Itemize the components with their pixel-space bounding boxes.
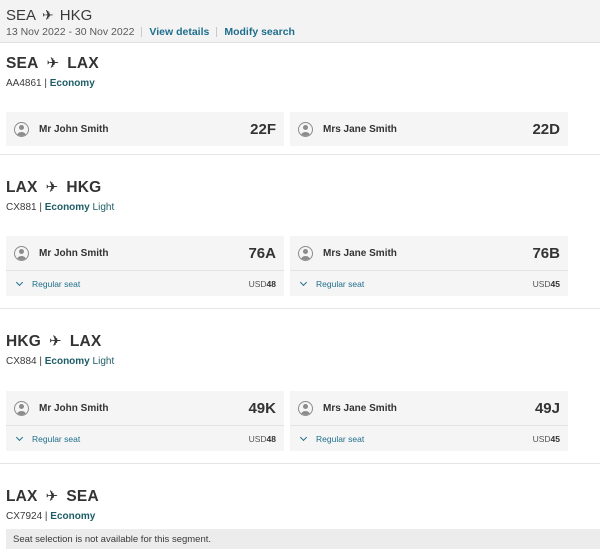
passenger-name: Mr John Smith [39,402,109,414]
seat-price: USD48 [249,434,276,444]
flight-number: CX7924 [6,511,43,522]
price-amount: 48 [266,433,276,444]
cabin-class: Economy [44,202,90,213]
flight-number: CX884 [6,356,37,367]
passenger-seat-list: Mr John Smith 76A Regular seat USD48 Mrs… [6,236,568,296]
passenger-name: Mr John Smith [39,247,109,259]
chevron-down-icon [299,433,308,441]
flight-segment: SEA ✈ LAX AA4861 | Economy [0,55,600,89]
passenger-name: Mrs Jane Smith [323,247,397,259]
segment-destination: SEA [66,488,99,505]
airplane-icon: ✈ [45,179,59,196]
passenger-seat-card[interactable]: Mrs Jane Smith 76B Regular seat USD45 [290,236,568,296]
seat-price: USD45 [533,434,560,444]
passenger-seat-card[interactable]: Mr John Smith 22F [6,112,284,146]
person-icon [14,400,29,416]
seat-unavailable-notice: Seat selection is not available for this… [6,529,600,549]
modify-search-link[interactable]: Modify search [224,26,295,38]
segment-destination: LAX [67,55,99,72]
segment-destination: HKG [66,179,102,196]
segment-origin: LAX [6,179,38,196]
segment-origin: SEA [6,55,39,72]
fare-brand: Light [92,202,115,213]
cabin-class: Economy [49,78,95,89]
trip-origin: SEA [6,7,37,24]
price-currency: USD [248,433,267,444]
airplane-icon: ✈ [46,55,60,72]
seat-type-label: Regular seat [316,278,365,289]
segment-flight-info: CX7924 | Economy [6,511,96,522]
passenger-name: Mr John Smith [39,123,109,135]
trip-summary-bar: SEA ✈ HKG 13 Nov 2022 - 30 Nov 2022 View… [0,0,600,43]
flight-number: CX881 [6,202,37,213]
segment-flight-info: CX881 | Economy Light [6,202,115,213]
chevron-down-icon [299,278,308,286]
passenger-seat-card[interactable]: Mrs Jane Smith 49J Regular seat USD45 [290,391,568,451]
fare-brand: Light [92,356,115,367]
trip-destination: HKG [59,7,93,24]
segment-origin: HKG [6,333,42,350]
price-amount: 45 [550,278,560,289]
segment-divider [0,308,600,309]
seat-number: 22F [250,120,276,138]
seat-type-toggle[interactable]: Regular seat USD45 [290,425,568,451]
divider [216,27,218,37]
seat-price: USD48 [249,279,276,289]
passenger-seat-card[interactable]: Mrs Jane Smith 22D [290,112,568,146]
flight-segment: LAX ✈ HKG CX881 | Economy Light [0,179,600,213]
seat-number: 49K [248,399,276,417]
airplane-icon: ✈ [49,333,62,350]
segment-flight-info: AA4861 | Economy [6,78,95,89]
passenger-seat-list: Mr John Smith 49K Regular seat USD48 Mrs… [6,391,568,451]
seat-number: 76A [248,244,276,262]
airplane-icon: ✈ [42,7,54,23]
passenger-seat-list: Mr John Smith 22F Mrs Jane Smith 22D [6,112,568,146]
chevron-down-icon [15,433,24,441]
trip-route: SEA ✈ HKG [6,7,594,24]
person-icon [298,400,313,416]
seat-type-label: Regular seat [32,433,81,444]
view-details-link[interactable]: View details [149,26,210,38]
chevron-down-icon [15,278,24,286]
price-currency: USD [532,278,551,289]
cabin-class: Economy [44,356,90,367]
flight-segment: LAX ✈ SEA CX7924 | Economy [0,488,600,522]
person-icon [298,245,313,261]
person-icon [14,121,29,137]
segment-divider [0,463,600,464]
passenger-seat-card[interactable]: Mr John Smith 49K Regular seat USD48 [6,391,284,451]
cabin-class: Economy [50,511,96,522]
seat-type-toggle[interactable]: Regular seat USD48 [6,270,284,296]
segment-route: LAX ✈ HKG [6,179,600,197]
segment-origin: LAX [6,488,38,505]
seat-type-label: Regular seat [316,433,365,444]
passenger-name: Mrs Jane Smith [323,402,397,414]
price-currency: USD [532,433,551,444]
seat-number: 22D [532,120,560,138]
person-icon [14,245,29,261]
flight-number: AA4861 [6,78,42,89]
price-currency: USD [248,278,267,289]
seat-price: USD45 [533,279,560,289]
price-amount: 45 [550,433,560,444]
segment-divider [0,154,600,155]
flight-segment: HKG ✈ LAX CX884 | Economy Light [0,333,600,367]
seat-type-toggle[interactable]: Regular seat USD48 [6,425,284,451]
seat-type-label: Regular seat [32,278,81,289]
person-icon [298,121,313,137]
price-amount: 48 [266,278,276,289]
segment-destination: LAX [69,333,102,350]
trip-dates: 13 Nov 2022 - 30 Nov 2022 [6,26,135,38]
passenger-name: Mrs Jane Smith [323,123,397,135]
divider [141,27,143,37]
segment-route: SEA ✈ LAX [6,55,600,73]
segment-flight-info: CX884 | Economy Light [6,356,115,367]
airplane-icon: ✈ [45,488,59,505]
seat-number: 76B [532,244,560,262]
segment-route: HKG ✈ LAX [6,333,600,351]
seat-type-toggle[interactable]: Regular seat USD45 [290,270,568,296]
segment-route: LAX ✈ SEA [6,488,600,506]
passenger-seat-card[interactable]: Mr John Smith 76A Regular seat USD48 [6,236,284,296]
seat-number: 49J [534,399,560,417]
